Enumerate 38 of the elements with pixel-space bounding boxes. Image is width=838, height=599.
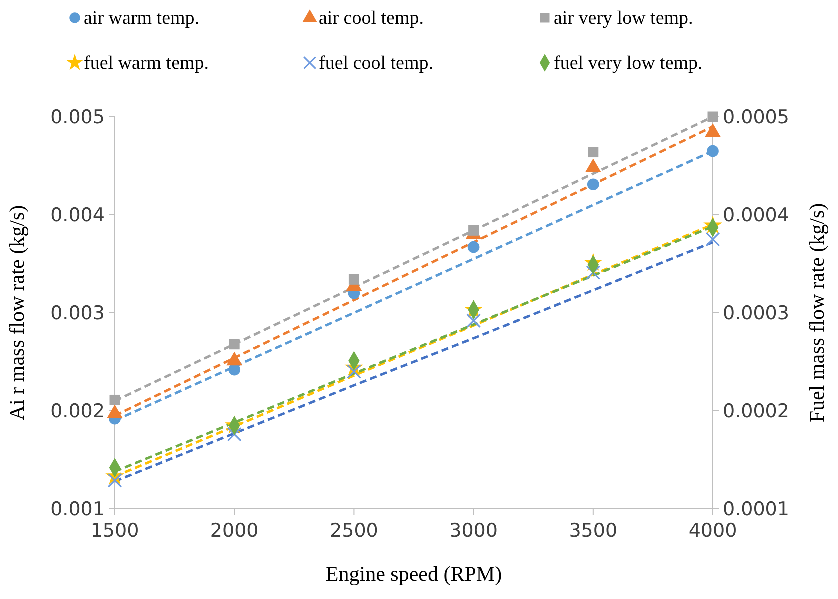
y-tick-label: 0.005 xyxy=(50,106,105,129)
point xyxy=(586,266,601,280)
legend-label: fuel very low temp. xyxy=(554,53,703,74)
point xyxy=(348,274,360,285)
x-tick-label: 2500 xyxy=(330,520,378,542)
y2-tick-label: 0.0003 xyxy=(723,302,790,325)
point xyxy=(587,178,600,191)
x-tick-label: 1500 xyxy=(90,520,140,542)
y2-tick-label: 0.0001 xyxy=(723,498,790,521)
x-axis-title: Engine speed (RPM) xyxy=(326,562,502,586)
legend-label: fuel warm temp. xyxy=(84,53,210,74)
point xyxy=(466,314,482,328)
x-tick-label: 2000 xyxy=(210,520,259,542)
legend-label: air cool temp. xyxy=(319,8,424,29)
y2-tick-label: 0.0004 xyxy=(723,204,790,227)
point xyxy=(468,241,480,254)
y2-tick-label: 0.0005 xyxy=(723,106,790,129)
x-tick-label: 3000 xyxy=(450,520,498,542)
y-tick-label: 0.003 xyxy=(50,302,105,325)
point xyxy=(108,473,122,488)
y-tick-label: 0.001 xyxy=(50,498,105,521)
legend-label: air very low temp. xyxy=(554,8,694,29)
point xyxy=(346,364,362,380)
point xyxy=(110,394,120,406)
legend-label: air warm temp. xyxy=(84,8,200,29)
y2-axis-title: Fuel mass flow rate (kg/s) xyxy=(805,203,829,423)
legend-label: fuel cool temp. xyxy=(319,53,434,74)
y-tick-label: 0.004 xyxy=(50,204,105,227)
point xyxy=(229,339,240,350)
y2-tick-label: 0.0002 xyxy=(723,400,790,423)
point xyxy=(588,147,599,158)
point xyxy=(227,427,242,442)
y-tick-label: 0.002 xyxy=(50,400,105,423)
x-tick-label: 3500 xyxy=(569,520,618,542)
x-tick-label: 4000 xyxy=(688,520,738,542)
point xyxy=(707,145,719,158)
point xyxy=(706,232,720,247)
y-axis-title: Ai r mass flow rate (kg/s) xyxy=(5,205,29,421)
